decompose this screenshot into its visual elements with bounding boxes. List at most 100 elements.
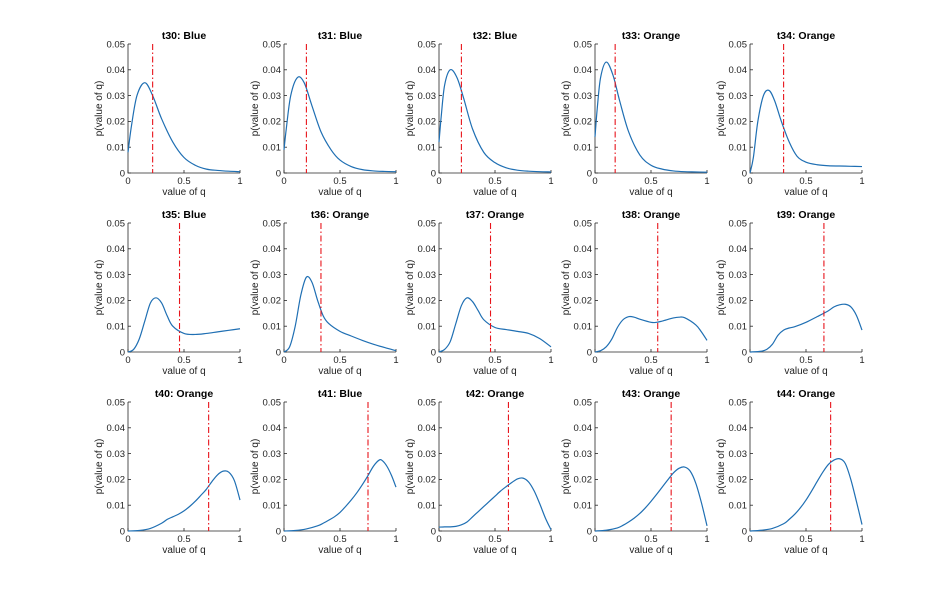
y-axis-label: p(value of q) <box>250 81 261 137</box>
x-axis-label: value of q <box>318 366 361 377</box>
subplot-title: t34: Orange <box>777 30 836 42</box>
y-tick-label: 0.05 <box>263 397 282 408</box>
x-tick-label: 0.5 <box>644 534 657 545</box>
y-tick-label: 0.01 <box>263 143 282 154</box>
subplot-15: t44: Orange 0 0.01 0.02 0.03 0.04 0.05 0 0.5 1 val… <box>716 388 865 556</box>
x-axis-label: value of q <box>473 545 516 556</box>
y-tick-label: 0.05 <box>729 39 748 50</box>
axes-frame <box>594 402 707 532</box>
axes-frame <box>283 223 396 353</box>
y-tick-label: 0.02 <box>263 475 282 486</box>
y-tick-label: 0.04 <box>574 244 593 255</box>
y-tick-label: 0.02 <box>418 475 437 486</box>
y-tick-label: 0.04 <box>107 423 126 434</box>
y-tick-label: 0.04 <box>729 244 748 255</box>
y-axis-label: p(value of q) <box>716 439 727 495</box>
y-tick-label: 0.03 <box>107 91 126 102</box>
x-tick-label: 0 <box>592 534 597 545</box>
x-axis-label: value of q <box>318 545 361 556</box>
x-axis-label: value of q <box>318 187 361 198</box>
y-tick-label: 0.04 <box>729 65 748 76</box>
y-tick-label: 0 <box>742 526 747 537</box>
y-tick-label: 0.02 <box>263 117 282 128</box>
y-tick-label: 0.03 <box>263 91 282 102</box>
y-tick-label: 0.04 <box>729 423 748 434</box>
y-axis-label: p(value of q) <box>716 81 727 137</box>
axes-frame <box>749 223 862 353</box>
y-tick-label: 0.01 <box>107 501 126 512</box>
y-tick-label: 0.01 <box>263 322 282 333</box>
y-axis-label: p(value of q) <box>405 439 416 495</box>
y-tick-label: 0.05 <box>574 397 593 408</box>
subplot-8: t37: Orange 0 0.01 0.02 0.03 0.04 0.05 0 0.5 1 val… <box>405 209 554 377</box>
x-tick-label: 0 <box>281 534 286 545</box>
x-axis-label: value of q <box>162 187 205 198</box>
x-tick-label: 1 <box>548 534 553 545</box>
x-tick-label: 1 <box>704 176 709 187</box>
y-tick-label: 0.03 <box>107 270 126 281</box>
y-tick-label: 0 <box>431 168 436 179</box>
axes-frame <box>438 402 551 532</box>
x-tick-label: 1 <box>237 355 242 366</box>
y-tick-label: 0.03 <box>574 270 593 281</box>
x-tick-label: 0.5 <box>333 534 346 545</box>
y-tick-label: 0.05 <box>418 218 437 229</box>
y-tick-label: 0 <box>431 526 436 537</box>
x-tick-label: 1 <box>237 176 242 187</box>
y-tick-label: 0.02 <box>107 117 126 128</box>
y-tick-label: 0.03 <box>729 449 748 460</box>
x-tick-label: 0 <box>281 176 286 187</box>
y-tick-label: 0.01 <box>418 501 437 512</box>
y-tick-label: 0.02 <box>107 475 126 486</box>
y-tick-label: 0.05 <box>107 397 126 408</box>
subplot-title: t38: Orange <box>622 209 681 221</box>
density-curve <box>438 477 552 530</box>
x-tick-label: 1 <box>859 176 864 187</box>
density-curve <box>749 457 863 532</box>
subplot-title: t40: Orange <box>155 388 214 400</box>
y-tick-label: 0.05 <box>574 39 593 50</box>
y-tick-label: 0.05 <box>263 39 282 50</box>
x-axis-label: value of q <box>629 366 672 377</box>
subplot-10: t39: Orange 0 0.01 0.02 0.03 0.04 0.05 0 0.5 1 val… <box>716 209 865 377</box>
x-tick-label: 0.5 <box>333 176 346 187</box>
axes-frame <box>438 44 551 174</box>
density-curve <box>127 297 241 353</box>
y-tick-label: 0 <box>276 526 281 537</box>
density-curve <box>594 315 708 353</box>
x-tick-label: 1 <box>237 534 242 545</box>
x-tick-label: 0 <box>592 176 597 187</box>
x-tick-label: 1 <box>393 534 398 545</box>
density-curve <box>749 303 863 353</box>
y-tick-label: 0.05 <box>418 397 437 408</box>
y-axis-label: p(value of q) <box>405 81 416 137</box>
subplot-1: t30: Blue 0 0.01 0.02 0.03 0.04 0.05 0 0.5 1 value… <box>94 30 243 198</box>
y-tick-label: 0 <box>431 347 436 358</box>
y-tick-label: 0.05 <box>107 39 126 50</box>
subplot-title: t30: Blue <box>162 30 207 42</box>
subplot-5: t34: Orange 0 0.01 0.02 0.03 0.04 0.05 0 0.5 1 val… <box>716 30 865 198</box>
y-axis-label: p(value of q) <box>561 81 572 137</box>
y-tick-label: 0 <box>120 526 125 537</box>
y-tick-label: 0.01 <box>107 322 126 333</box>
x-tick-label: 0.5 <box>488 534 501 545</box>
y-tick-label: 0 <box>742 168 747 179</box>
x-tick-label: 0 <box>125 176 130 187</box>
subplot-title: t33: Orange <box>622 30 681 42</box>
subplot-13: t42: Orange 0 0.01 0.02 0.03 0.04 0.05 0 0.5 1 val… <box>405 388 554 556</box>
y-tick-label: 0.04 <box>418 423 437 434</box>
y-tick-label: 0.03 <box>729 270 748 281</box>
y-tick-label: 0.03 <box>418 449 437 460</box>
y-tick-label: 0.01 <box>729 143 748 154</box>
y-tick-label: 0 <box>587 347 592 358</box>
x-tick-label: 0 <box>281 355 286 366</box>
axes-frame <box>594 223 707 353</box>
y-tick-label: 0.03 <box>263 449 282 460</box>
subplot-title: t35: Blue <box>162 209 207 221</box>
y-tick-label: 0.04 <box>263 244 282 255</box>
y-tick-label: 0.02 <box>418 117 437 128</box>
x-tick-label: 0.5 <box>177 355 190 366</box>
y-tick-label: 0 <box>120 168 125 179</box>
subplot-12: t41: Blue 0 0.01 0.02 0.03 0.04 0.05 0 0.5 1 value… <box>250 388 399 556</box>
